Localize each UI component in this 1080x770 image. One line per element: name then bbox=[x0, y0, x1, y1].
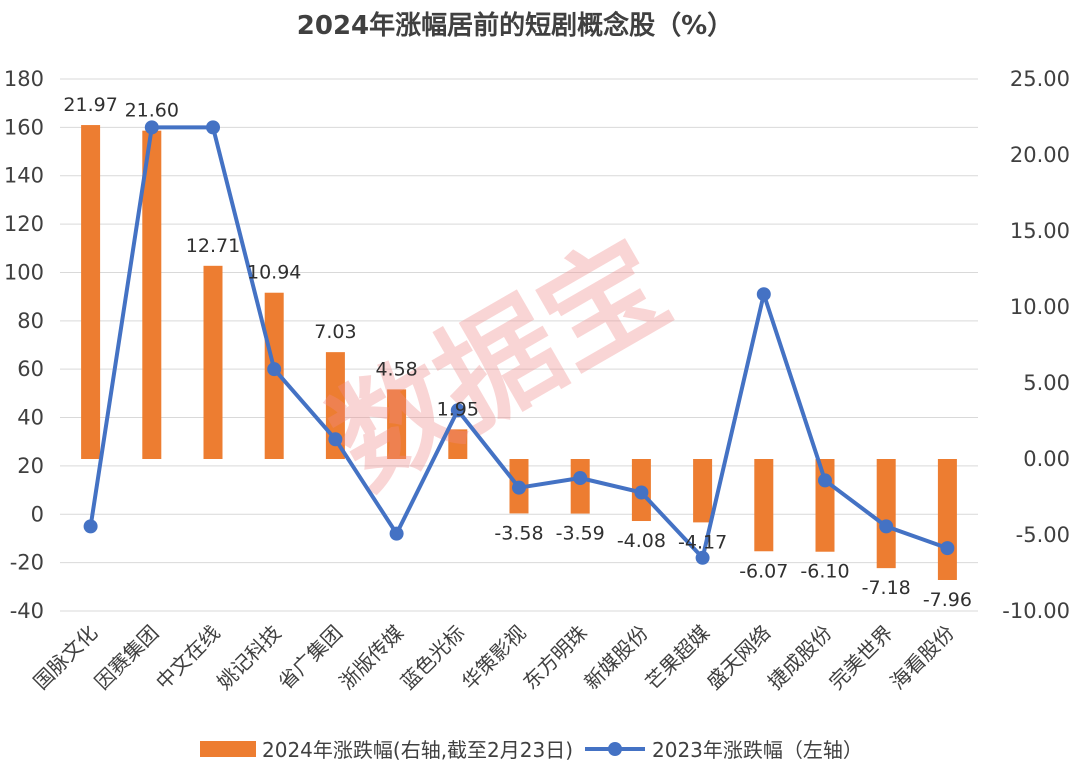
bar-data-label: -6.07 bbox=[739, 560, 788, 582]
category-label: 蓝色光标 bbox=[396, 621, 470, 695]
line-point bbox=[144, 120, 159, 135]
line-point bbox=[206, 120, 220, 135]
category-label: 海看股份 bbox=[885, 621, 959, 695]
line-series bbox=[83, 120, 955, 565]
category-label: 华策影视 bbox=[457, 621, 531, 695]
category-label: 姚记科技 bbox=[212, 621, 286, 695]
bar-data-label: 12.71 bbox=[186, 235, 240, 257]
bar-data-label: 10.94 bbox=[247, 262, 301, 284]
category-label: 盛天网络 bbox=[702, 621, 776, 695]
legend-bar-swatch bbox=[200, 741, 256, 757]
bar-data-label: -6.10 bbox=[800, 561, 849, 583]
right-axis: -10.00 -5.00 0.00 5.00 10.00 15.00 20.00 25.00 bbox=[1002, 67, 1070, 623]
line-point bbox=[267, 362, 282, 377]
legend-bar-label: 2024年涨跌幅(右轴,截至2月23日) bbox=[262, 738, 573, 762]
bar bbox=[81, 125, 101, 459]
line-point bbox=[450, 403, 465, 418]
right-tick-label: -10.00 bbox=[1002, 599, 1070, 623]
bar-data-label: -7.18 bbox=[862, 577, 911, 599]
right-tick-label: -5.00 bbox=[1016, 523, 1070, 547]
legend: 2024年涨跌幅(右轴,截至2月23日) 2023年涨跌幅（左轴） bbox=[200, 738, 863, 762]
category-label: 新媒股份 bbox=[579, 621, 653, 695]
chart-title: 2024年涨幅居前的短剧概念股（%） bbox=[297, 10, 733, 41]
left-tick-label: 20 bbox=[17, 454, 44, 478]
right-tick-label: 0.00 bbox=[1023, 447, 1070, 471]
line-point bbox=[940, 541, 955, 556]
left-tick-label: 100 bbox=[4, 260, 44, 284]
line-point bbox=[695, 550, 710, 565]
bar bbox=[448, 429, 468, 459]
bar bbox=[203, 265, 223, 459]
left-tick-label: 160 bbox=[4, 115, 44, 139]
left-tick-label: 60 bbox=[17, 357, 44, 381]
bar bbox=[387, 389, 407, 459]
bar bbox=[142, 130, 162, 459]
left-tick-label: 140 bbox=[4, 164, 44, 188]
category-label: 芒果超媒 bbox=[641, 621, 715, 695]
category-label: 完美世界 bbox=[824, 621, 898, 695]
category-label: 国脉文化 bbox=[29, 621, 103, 695]
bar-data-label: 1.95 bbox=[437, 398, 479, 420]
legend-line-marker bbox=[608, 742, 622, 756]
category-label: 因赛集团 bbox=[90, 621, 164, 695]
right-tick-label: 15.00 bbox=[1010, 219, 1070, 243]
bar bbox=[570, 459, 590, 514]
left-tick-label: 0 bbox=[31, 502, 44, 526]
line-point bbox=[328, 432, 343, 447]
bar-data-label: 4.58 bbox=[375, 358, 417, 380]
bar-data-label: -4.08 bbox=[617, 530, 666, 552]
category-label: 浙版传媒 bbox=[335, 621, 409, 695]
line-point bbox=[634, 485, 649, 500]
left-tick-label: -40 bbox=[10, 599, 44, 623]
category-axis: 国脉文化因赛集团中文在线姚记科技省广集团浙版传媒蓝色光标华策影视东方明珠新媒股份… bbox=[29, 621, 959, 695]
bar bbox=[693, 459, 713, 523]
bar-data-label: -3.59 bbox=[556, 523, 605, 545]
bar-data-label: -3.58 bbox=[494, 522, 543, 544]
category-label: 东方明珠 bbox=[518, 621, 592, 695]
bar bbox=[754, 459, 774, 552]
right-tick-label: 10.00 bbox=[1010, 295, 1070, 319]
line-point bbox=[512, 480, 526, 495]
bar-data-label: -7.96 bbox=[923, 589, 972, 611]
category-label: 中文在线 bbox=[151, 621, 225, 695]
left-tick-label: 120 bbox=[4, 212, 44, 236]
legend-line-label: 2023年涨跌幅（左轴） bbox=[652, 738, 863, 762]
left-tick-label: -20 bbox=[10, 551, 44, 575]
left-axis: -40 -20 0 20 40 60 80 100 120 140 160 180 bbox=[4, 67, 44, 623]
bar-data-labels: 21.97 21.60 12.71 10.94 7.03 4.58 1.95 -3.58 -3.… bbox=[63, 94, 972, 611]
right-tick-label: 5.00 bbox=[1023, 371, 1070, 395]
line-point bbox=[573, 471, 588, 485]
category-label: 省广集团 bbox=[273, 621, 347, 695]
bar-data-label: -4.17 bbox=[678, 531, 727, 553]
left-tick-label: 40 bbox=[17, 406, 44, 430]
line-point bbox=[879, 519, 894, 534]
bar bbox=[876, 459, 896, 569]
bar-series bbox=[81, 125, 957, 580]
line-point bbox=[756, 287, 771, 302]
right-tick-label: 25.00 bbox=[1010, 67, 1070, 91]
bar bbox=[937, 459, 957, 580]
line-point bbox=[83, 519, 98, 534]
bar bbox=[815, 459, 835, 552]
line-point bbox=[818, 473, 832, 488]
category-label: 捷成股份 bbox=[763, 621, 837, 695]
bar-data-label: 21.97 bbox=[63, 94, 117, 116]
right-tick-label: 20.00 bbox=[1010, 143, 1070, 167]
left-tick-label: 80 bbox=[17, 309, 44, 333]
bar-data-label: 21.60 bbox=[125, 100, 179, 122]
line-point bbox=[389, 526, 404, 541]
bar-data-label: 7.03 bbox=[314, 321, 356, 343]
left-tick-label: 180 bbox=[4, 67, 44, 91]
